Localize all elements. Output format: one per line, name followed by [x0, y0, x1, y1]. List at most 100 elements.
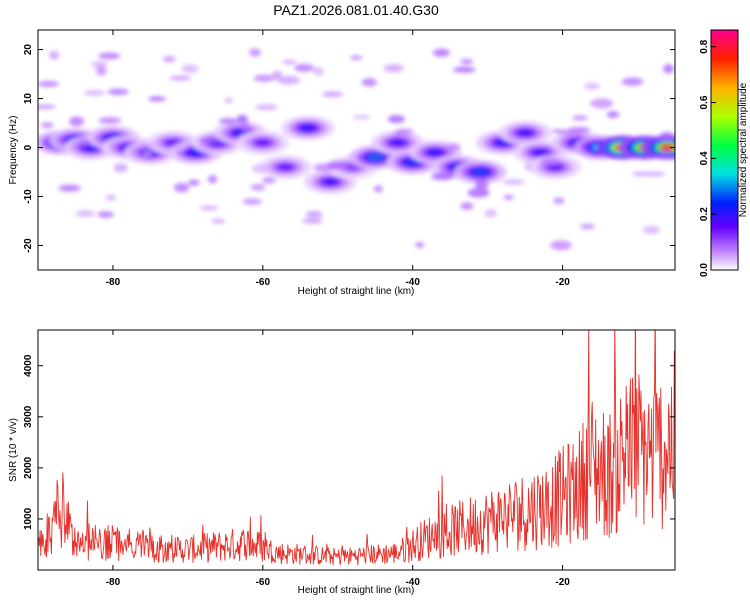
spectrogram-speckle [621, 77, 644, 86]
top-x-ticks: -80 -60 -40 -20 [106, 30, 570, 288]
spectrogram-speckle [313, 67, 324, 76]
spectrogram-speckle [460, 58, 474, 65]
spectrogram-blob [517, 129, 533, 137]
spectrogram-panel: -80 -60 -40 -20 20 10 0 -10 -20 Height of strai… [8, 29, 676, 297]
spectrogram-speckle [503, 194, 514, 200]
x-tick-label: -80 [106, 577, 121, 588]
y-tick-label: 20 [23, 44, 34, 56]
spectrogram-speckle [181, 64, 199, 74]
spectrogram-blob [659, 144, 675, 152]
spectrogram-speckle [98, 52, 121, 60]
spectrogram-speckle [467, 187, 490, 198]
spectrogram-speckle [78, 138, 91, 146]
chart-title: PAZ1.2026.081.01.40.G30 [273, 2, 439, 18]
spectrogram-speckle [579, 223, 595, 230]
spectrogram-speckle [452, 66, 476, 73]
spectrogram-speckle [584, 82, 601, 90]
bottom-y-axis-label: SNR (10 * v/v) [8, 418, 19, 482]
colorbar: 0.0 0.2 0.4 0.6 0.8 Normalized spectral ampl… [699, 29, 749, 277]
y-tick-label: 1000 [23, 507, 34, 530]
top-y-ticks: 20 10 0 -10 -20 [23, 44, 675, 253]
spectrogram-speckle [95, 66, 107, 76]
x-tick-label: -60 [256, 577, 271, 588]
x-tick-label: -40 [405, 577, 420, 588]
colorbar-tick-label: 0.6 [699, 95, 710, 109]
spectrogram-speckle [173, 182, 190, 193]
spectrogram-speckle [327, 160, 350, 170]
spectrogram-speckle [644, 171, 666, 177]
spectrogram-speckle [305, 210, 323, 218]
spectrogram-speckle [69, 116, 85, 127]
spectrogram-speckle [199, 205, 219, 210]
spectrogram-speckle [502, 179, 525, 185]
spectrogram-speckle [162, 56, 176, 63]
spectrogram-speckle [553, 197, 565, 205]
spectrogram-speckle [105, 194, 117, 201]
spectrogram-speckle [211, 218, 226, 224]
spectrogram-blob [472, 168, 488, 176]
x-tick-label: -40 [405, 277, 420, 288]
snr-frame [37, 329, 676, 571]
y-tick-label: 10 [23, 93, 34, 105]
snr-panel: -80 -60 -40 -20 1000 2000 3000 4000 Height of … [8, 329, 676, 596]
spectrogram-speckle [590, 98, 614, 109]
spectrogram-speckle [349, 55, 363, 60]
spectrogram-blob [367, 153, 383, 161]
spectrogram-blob [427, 148, 443, 156]
spectrogram-speckle [49, 50, 59, 60]
top-x-axis-label: Height of straight line (km) [298, 286, 415, 297]
y-tick-label: -10 [23, 189, 34, 204]
spectrogram-blob [547, 163, 563, 171]
bottom-y-ticks: 1000 2000 3000 4000 [23, 354, 675, 530]
spectrogram-speckle [198, 136, 220, 144]
spectrogram-blob [255, 139, 271, 147]
spectrogram-speckle [58, 184, 81, 192]
spectrogram-blob [390, 139, 406, 147]
y-tick-label: 2000 [23, 456, 34, 479]
spectrogram-blob [532, 148, 548, 156]
spectrogram-speckle [524, 162, 533, 171]
top-y-axis-label: Frequency (Hz) [8, 116, 19, 185]
spectrogram-speckle [172, 144, 188, 151]
spectrogram-speckle [97, 211, 115, 218]
colorbar-tick-label: 0.8 [699, 39, 710, 53]
spectrogram-speckle [248, 48, 261, 57]
spectrogram-speckle [484, 209, 497, 218]
spectrogram-speckle [415, 242, 425, 248]
y-tick-label: 3000 [23, 405, 34, 428]
spectrogram-blob [300, 124, 316, 132]
spectrogram-speckle [558, 129, 583, 136]
spectrogram-frame [37, 29, 676, 271]
y-tick-label: 0 [23, 144, 34, 150]
bottom-x-axis-label: Height of straight line (km) [298, 585, 415, 596]
spectrogram-speckle [107, 88, 129, 95]
colorbar-tick-label: 0.2 [699, 207, 710, 221]
x-tick-label: -60 [256, 277, 271, 288]
colorbar-label: Normalized spectral amplitude [738, 82, 749, 217]
colorbar-gradient [710, 29, 739, 271]
spectrogram-speckle [663, 64, 674, 74]
spectrogram-speckle [302, 218, 323, 224]
spectrogram-speckle [224, 97, 233, 103]
spectrogram-speckle [387, 115, 405, 124]
snr-series-line [38, 330, 675, 566]
spectrogram-speckle [460, 202, 474, 210]
spectrogram-speckle [138, 142, 155, 148]
spectrogram-speckle [90, 61, 109, 67]
spectrogram-speckle [218, 118, 239, 125]
spectrogram-speckle [83, 90, 106, 96]
spectrogram-speckle [373, 185, 383, 193]
spectrogram-speckle [659, 132, 675, 142]
spectrogram-speckle [550, 240, 572, 251]
spectrogram-speckle [282, 60, 297, 65]
spectrogram-speckle [40, 122, 54, 129]
spectrogram-speckle [540, 157, 562, 166]
spectrogram-speckle [142, 150, 153, 157]
spectrogram-speckle [38, 104, 56, 110]
spectrogram-speckle [253, 74, 275, 82]
spectrogram-speckle [474, 180, 489, 190]
bottom-x-ticks: -80 -60 -40 -20 [106, 330, 570, 588]
spectrogram-speckle [75, 210, 96, 218]
spectrogram-speckle [262, 177, 276, 184]
colorbar-ticks: 0.0 0.2 0.4 0.6 0.8 [699, 39, 716, 277]
